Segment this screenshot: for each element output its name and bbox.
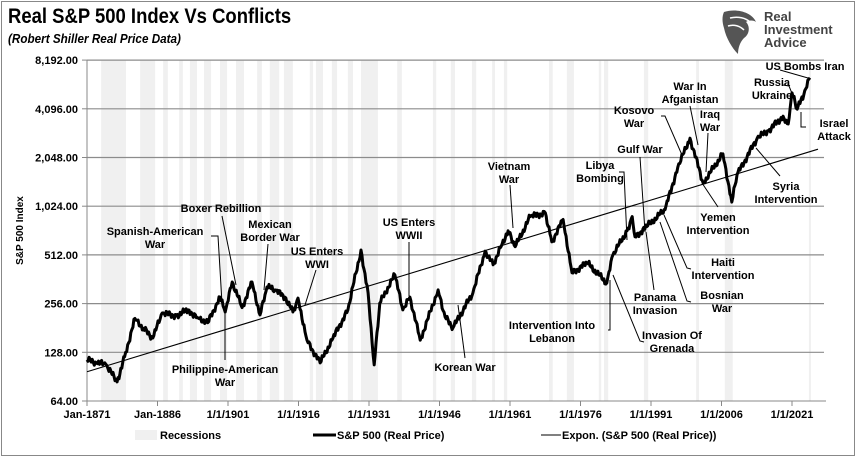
chart-title: Real S&P 500 Index Vs Conflicts <box>8 5 292 28</box>
logo-line: Real <box>764 9 792 24</box>
chart-subtitle: (Robert Shiller Real Price Data) <box>8 31 181 46</box>
eagle-logo-icon <box>722 10 756 54</box>
logo-line: Advice <box>764 35 807 50</box>
logo-text: Real Investment Advice <box>764 10 833 49</box>
logo-line: Investment <box>764 22 833 37</box>
